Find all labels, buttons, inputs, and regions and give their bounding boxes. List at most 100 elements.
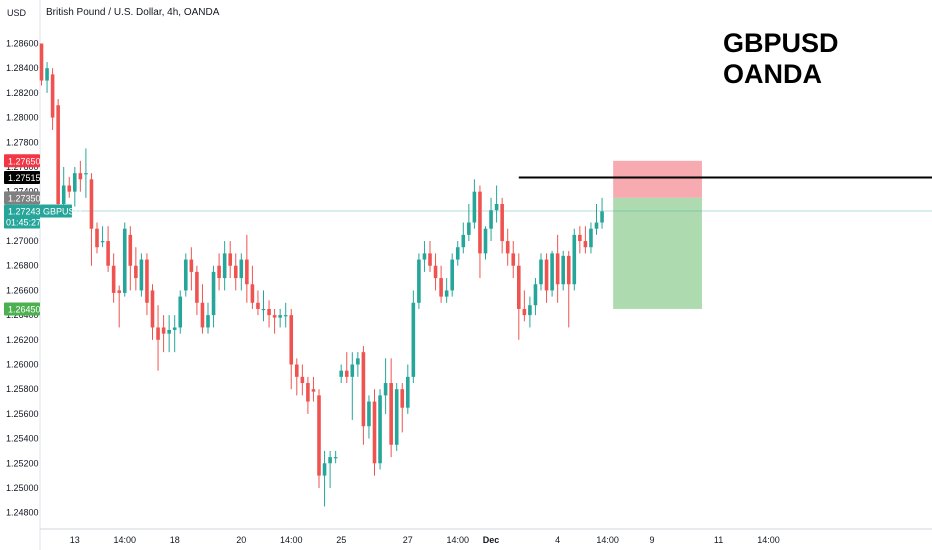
y-tick-label: 1.25200 [6, 458, 39, 468]
candle [289, 308, 294, 390]
y-tick-label: 1.28400 [6, 63, 39, 73]
candle [317, 389, 321, 488]
candle-body [333, 457, 338, 459]
candle [494, 185, 499, 223]
y-tick-label: 1.25600 [6, 409, 39, 419]
x-tick-label: 14:00 [596, 535, 619, 545]
candle-body [45, 68, 49, 81]
candle-body [295, 364, 299, 377]
candle [206, 302, 210, 334]
line-price-tag: 1.27515 [4, 170, 41, 184]
candle-body [61, 185, 66, 205]
candle [428, 241, 432, 272]
candle-body [161, 327, 166, 334]
candle [333, 450, 338, 464]
candle-body [356, 358, 360, 365]
candle-body [539, 259, 543, 285]
candle-body [289, 315, 294, 365]
candle [122, 222, 127, 297]
stop-loss-zone [613, 160, 702, 198]
price-axis[interactable]: 1.28600 1.28400 1.28200 1.28000 1.27800 1.276… [6, 39, 39, 518]
candle [472, 179, 477, 229]
candle [106, 226, 110, 272]
candle [161, 315, 166, 353]
candle-body [84, 173, 88, 175]
candle [356, 352, 360, 377]
x-tick-label: 25 [336, 535, 346, 545]
candle [328, 450, 332, 488]
candle [566, 250, 571, 328]
candle [261, 290, 266, 322]
x-tick-label: 9 [649, 535, 654, 545]
candle [50, 68, 55, 130]
candle [84, 148, 88, 198]
candle-body [167, 329, 171, 334]
candle-body [122, 228, 127, 293]
candle [511, 241, 516, 279]
entry-price-tag-label: 1.27350 [8, 193, 41, 203]
candle-body [572, 234, 577, 285]
candle-body [111, 265, 116, 293]
candle-body [272, 315, 277, 318]
y-tick-label: 1.26200 [6, 335, 39, 345]
candle [117, 285, 121, 328]
candle [184, 253, 188, 297]
candle [267, 300, 271, 328]
candle-body [267, 308, 271, 316]
candle-body [172, 327, 177, 330]
candle [272, 308, 277, 334]
candle-body [550, 253, 554, 291]
candle [139, 253, 144, 297]
candle-body [178, 296, 183, 328]
candle [367, 395, 371, 439]
candle [245, 234, 249, 303]
candle [39, 43, 44, 86]
stop-price-tag-box [4, 154, 40, 168]
candle-body [583, 241, 588, 248]
candle-body [78, 173, 83, 180]
long-position-tool[interactable] [613, 160, 702, 309]
candle [100, 226, 105, 248]
candle-body [317, 395, 321, 476]
candle-body [189, 259, 194, 272]
candle [134, 247, 138, 291]
candle [78, 160, 83, 192]
candle-body [211, 271, 216, 316]
candle [339, 364, 343, 384]
candle-body [350, 364, 355, 377]
candle [189, 247, 194, 291]
candle [211, 265, 216, 328]
candle [561, 250, 565, 291]
candle-body [483, 228, 488, 254]
stop-price-tag: 1.27650 [4, 154, 41, 168]
candle [178, 290, 183, 334]
candle-body [400, 389, 405, 408]
candle-body [555, 253, 560, 285]
x-tick-label: Dec [483, 535, 500, 545]
candle-body [367, 401, 371, 427]
y-tick-label: 1.25000 [6, 483, 39, 493]
candle [461, 222, 466, 254]
last-price-label: 1.27243 [8, 207, 41, 217]
candle-body [383, 383, 388, 396]
candle [222, 241, 227, 291]
candle-body [461, 234, 466, 248]
candle [422, 241, 427, 272]
candle-body [256, 302, 260, 309]
candle-body [594, 222, 599, 229]
candle [505, 228, 510, 266]
candle-body [511, 253, 516, 266]
candle-body [200, 302, 205, 328]
target-price-tag: 1.26450 [4, 302, 41, 316]
candle [572, 228, 577, 291]
time-axis[interactable]: 13 14:00 18 20 14:00 25 27 14:00 Dec 4 14:00 9 11 14:… [70, 535, 780, 545]
candle-body [278, 315, 282, 318]
candle [394, 383, 399, 451]
x-tick-label: 18 [170, 535, 180, 545]
candle [411, 290, 416, 384]
candle [256, 290, 260, 316]
candle-body [250, 284, 255, 303]
candle [383, 358, 388, 414]
